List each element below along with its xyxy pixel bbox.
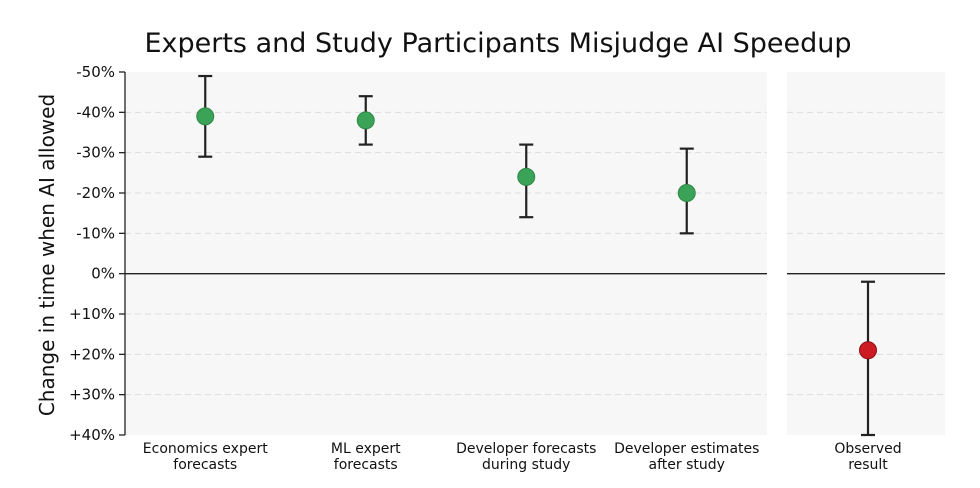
y-tick-label: +40% <box>69 426 115 444</box>
x-tick-label: result <box>848 457 888 473</box>
chart-title: Experts and Study Participants Misjudge … <box>144 28 851 59</box>
y-tick-label: +30% <box>69 386 115 404</box>
y-tick-label: +20% <box>69 345 115 363</box>
data-point <box>196 107 215 126</box>
forecast-panel-background <box>125 72 767 435</box>
y-axis-label: Change in time when AI allowed <box>35 94 59 416</box>
data-point <box>517 167 536 186</box>
x-tick-label: after study <box>649 457 725 473</box>
x-tick-label: Observed <box>834 441 901 457</box>
observed-panel-background <box>787 72 945 435</box>
y-tick-label: -50% <box>76 63 115 81</box>
y-tick-label: +10% <box>69 305 115 323</box>
x-tick-label: Economics expert <box>143 441 268 457</box>
y-tick-label: -10% <box>76 224 115 242</box>
x-tick-label: Developer estimates <box>614 441 759 457</box>
data-point <box>356 111 375 130</box>
y-tick-label: -40% <box>76 103 115 121</box>
y-tick-label: 0% <box>91 265 115 283</box>
x-tick-label: during study <box>482 457 570 473</box>
data-point <box>677 184 696 202</box>
y-tick-label: -30% <box>76 144 115 162</box>
x-tick-label: forecasts <box>334 457 398 473</box>
x-tick-label: forecasts <box>173 457 237 473</box>
x-tick-label: ML expert <box>331 441 401 457</box>
y-tick-label: -20% <box>76 184 115 202</box>
x-tick-label: Developer forecasts <box>456 441 596 457</box>
data-point <box>859 341 877 360</box>
